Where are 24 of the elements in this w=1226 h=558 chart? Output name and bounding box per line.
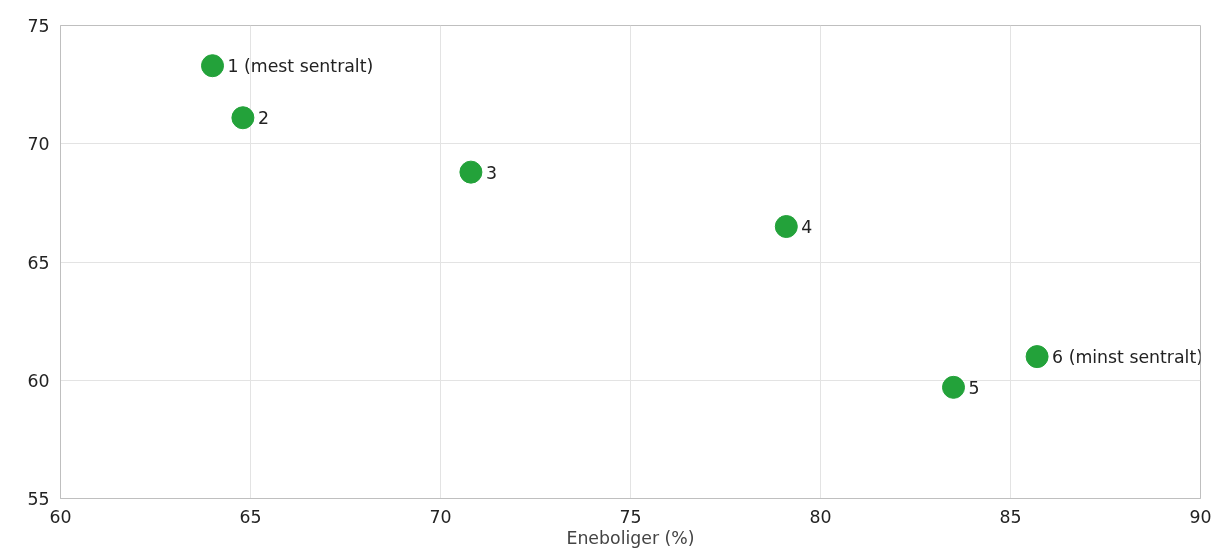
point (774, 215, 798, 238)
annotation: 2 (257, 108, 269, 129)
y-tick-label: 65 (27, 252, 50, 273)
y-tick-label: 60 (27, 370, 50, 391)
x-tick-label: 70 (429, 506, 452, 527)
x-tick-label: 90 (1189, 506, 1212, 527)
y-tick-label: 75 (27, 16, 50, 36)
annotation: 5 (968, 377, 980, 398)
x-tick-label: 80 (809, 506, 832, 527)
x-tick-label: 60 (49, 506, 72, 527)
annotation: 4 (801, 217, 813, 238)
point (1025, 345, 1049, 369)
x-tick-label: 85 (999, 506, 1022, 527)
annotation: 1 (mest sentralt) (227, 55, 374, 76)
point (459, 160, 483, 184)
point (231, 106, 255, 130)
x-axis-title: Eneboliger (%) (566, 527, 695, 548)
x-tick-label: 75 (619, 506, 642, 527)
x-tick-label: 65 (239, 506, 262, 527)
point (942, 375, 965, 399)
annotation: 3 (485, 162, 497, 183)
point (201, 54, 224, 78)
y-tick-label: 55 (27, 489, 50, 509)
y-tick-label: 70 (27, 134, 50, 155)
